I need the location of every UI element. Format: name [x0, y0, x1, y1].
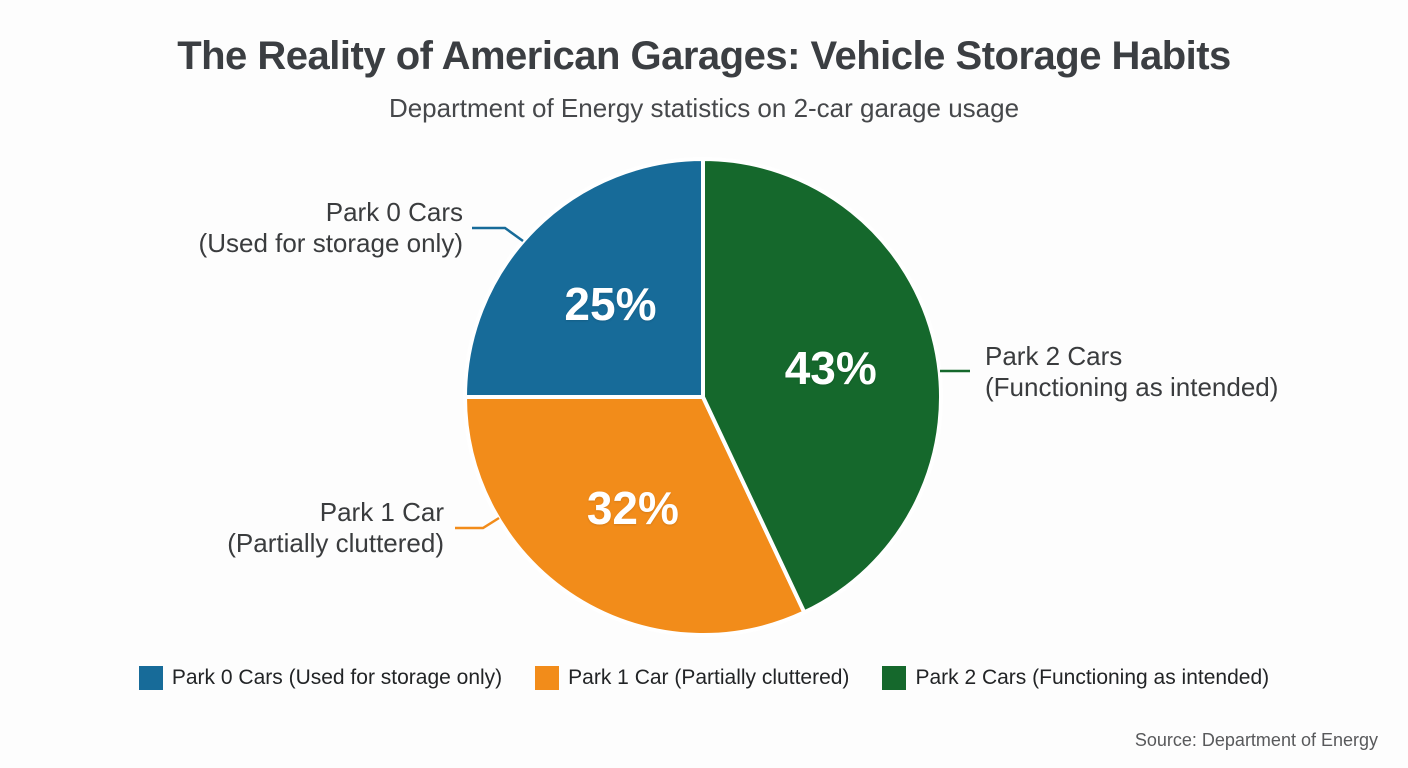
- pie-slices: [463, 157, 943, 637]
- source-note: Source: Department of Energy: [1134, 730, 1378, 750]
- chart-subtitle: Department of Energy statistics on 2-car…: [388, 93, 1020, 123]
- slice-percent-1: 32%: [586, 481, 679, 534]
- legend-item-label: Park 1 Car (Partially cluttered): [568, 666, 850, 689]
- legend: Park 0 Cars (Used for storage only) Park…: [0, 666, 1408, 690]
- legend-swatch-icon: [882, 666, 907, 690]
- chart-title: The Reality of American Garages: Vehicle…: [177, 34, 1231, 78]
- callout-label-park-0-cars: Park 0 Cars (Used for storage only): [199, 197, 463, 259]
- callout-label-line2: (Functioning as intended): [985, 372, 1279, 402]
- pie-slice-2: [701, 157, 943, 615]
- callout-label-park-1-car: Park 1 Car (Partially cluttered): [227, 497, 444, 559]
- callout-line-park-0-cars: [472, 226, 524, 243]
- legend-item-label: Park 0 Cars (Used for storage only): [171, 666, 503, 689]
- callout-label-park-2-cars: Park 2 Cars (Functioning as intended): [985, 341, 1278, 403]
- callout-label-line2: (Used for storage only): [198, 228, 463, 258]
- legend-item-park-0-cars: Park 0 Cars (Used for storage only): [138, 666, 503, 690]
- callout-label-line1: Park 2 Cars: [985, 341, 1123, 371]
- slice-percent-0: 25%: [564, 278, 657, 331]
- pie-slice-1: [463, 395, 807, 637]
- legend-swatch-icon: [138, 666, 163, 690]
- callout-label-line1: Park 0 Cars: [325, 197, 463, 227]
- pie-slice-0: [463, 157, 705, 399]
- callout-label-line1: Park 1 Car: [319, 497, 444, 527]
- callout-line-park-1-car: [455, 516, 500, 530]
- legend-swatch-icon: [535, 666, 560, 690]
- slice-percent-2: 43%: [784, 342, 877, 395]
- callout-label-line2: (Partially cluttered): [227, 528, 444, 558]
- legend-item-park-2-cars: Park 2 Cars (Functioning as intended): [882, 666, 1269, 690]
- legend-item-park-1-car: Park 1 Car (Partially cluttered): [535, 666, 849, 690]
- legend-item-label: Park 2 Cars (Functioning as intended): [915, 666, 1270, 689]
